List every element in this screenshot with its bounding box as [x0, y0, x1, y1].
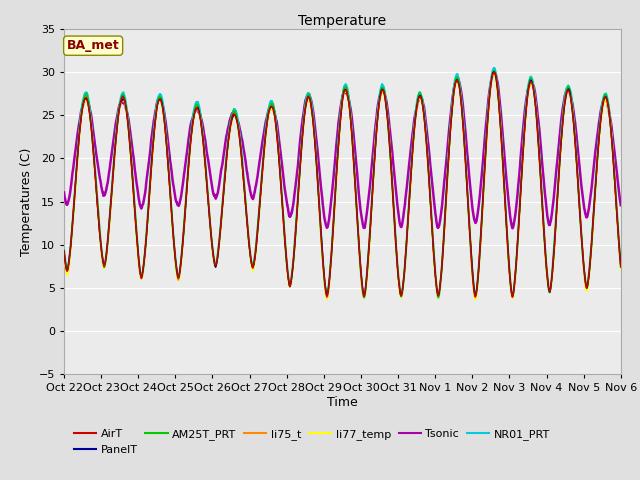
PanelT	[616, 258, 624, 264]
X-axis label: Time: Time	[327, 396, 358, 409]
AM25T_PRT	[360, 295, 368, 300]
Tsonic	[616, 199, 624, 205]
NR01_PRT	[499, 157, 507, 163]
PanelT	[60, 248, 68, 254]
Title: Temperature: Temperature	[298, 13, 387, 28]
li77_temp	[617, 266, 625, 272]
NR01_PRT	[436, 281, 444, 287]
li77_temp	[467, 253, 475, 259]
AM25T_PRT	[616, 259, 624, 264]
li77_temp	[472, 296, 479, 302]
Line: Tsonic: Tsonic	[64, 72, 621, 228]
AM25T_PRT	[490, 68, 498, 73]
Line: NR01_PRT: NR01_PRT	[64, 68, 621, 298]
PanelT	[322, 287, 330, 292]
NR01_PRT	[60, 247, 68, 253]
NR01_PRT	[467, 254, 475, 260]
Line: li77_temp: li77_temp	[64, 72, 621, 299]
Line: AirT: AirT	[64, 72, 621, 297]
PanelT	[509, 294, 516, 300]
AM25T_PRT	[60, 248, 68, 254]
NR01_PRT	[435, 295, 442, 301]
PanelT	[490, 69, 498, 75]
AirT	[60, 248, 68, 253]
Tsonic	[509, 225, 516, 231]
li77_temp	[616, 260, 624, 266]
AM25T_PRT	[617, 264, 625, 270]
AirT	[509, 294, 516, 300]
AirT	[616, 258, 624, 264]
li75_t	[436, 280, 444, 286]
NR01_PRT	[617, 263, 625, 269]
Line: AM25T_PRT: AM25T_PRT	[64, 71, 621, 298]
NR01_PRT	[491, 65, 499, 71]
NR01_PRT	[322, 288, 330, 293]
Tsonic	[436, 216, 444, 222]
li75_t	[160, 114, 168, 120]
li75_t	[323, 295, 331, 300]
AM25T_PRT	[467, 253, 475, 259]
AM25T_PRT	[160, 113, 168, 119]
li77_temp	[60, 250, 68, 255]
Legend: AirT, PanelT, AM25T_PRT, li75_t, li77_temp, Tsonic, NR01_PRT: AirT, PanelT, AM25T_PRT, li75_t, li77_te…	[70, 425, 554, 459]
AirT	[436, 279, 444, 285]
NR01_PRT	[160, 109, 168, 115]
AirT	[160, 116, 168, 122]
Tsonic	[160, 109, 168, 115]
Y-axis label: Temperatures (C): Temperatures (C)	[20, 147, 33, 256]
li75_t	[322, 288, 330, 294]
li77_temp	[436, 283, 444, 288]
li77_temp	[160, 118, 168, 123]
li77_temp	[490, 70, 497, 75]
NR01_PRT	[616, 257, 624, 263]
Tsonic	[617, 202, 625, 208]
AirT	[322, 287, 330, 292]
li75_t	[499, 161, 507, 167]
AirT	[490, 69, 498, 75]
li75_t	[617, 264, 625, 269]
Tsonic	[499, 133, 507, 139]
li75_t	[616, 258, 624, 264]
AM25T_PRT	[499, 161, 507, 167]
AM25T_PRT	[322, 287, 330, 292]
PanelT	[617, 264, 625, 269]
PanelT	[436, 281, 444, 287]
li77_temp	[322, 289, 330, 295]
li75_t	[60, 248, 68, 254]
AirT	[467, 252, 475, 257]
Tsonic	[60, 190, 68, 195]
PanelT	[467, 250, 475, 256]
li75_t	[490, 70, 498, 76]
Line: li75_t: li75_t	[64, 73, 621, 298]
li75_t	[467, 255, 475, 261]
PanelT	[160, 115, 168, 120]
Tsonic	[467, 193, 475, 199]
AirT	[499, 160, 507, 166]
Tsonic	[322, 221, 330, 227]
Text: BA_met: BA_met	[67, 39, 120, 52]
Line: PanelT: PanelT	[64, 72, 621, 297]
AM25T_PRT	[436, 280, 444, 286]
AirT	[617, 264, 625, 270]
li77_temp	[499, 164, 507, 169]
PanelT	[499, 158, 507, 164]
Tsonic	[490, 70, 498, 75]
